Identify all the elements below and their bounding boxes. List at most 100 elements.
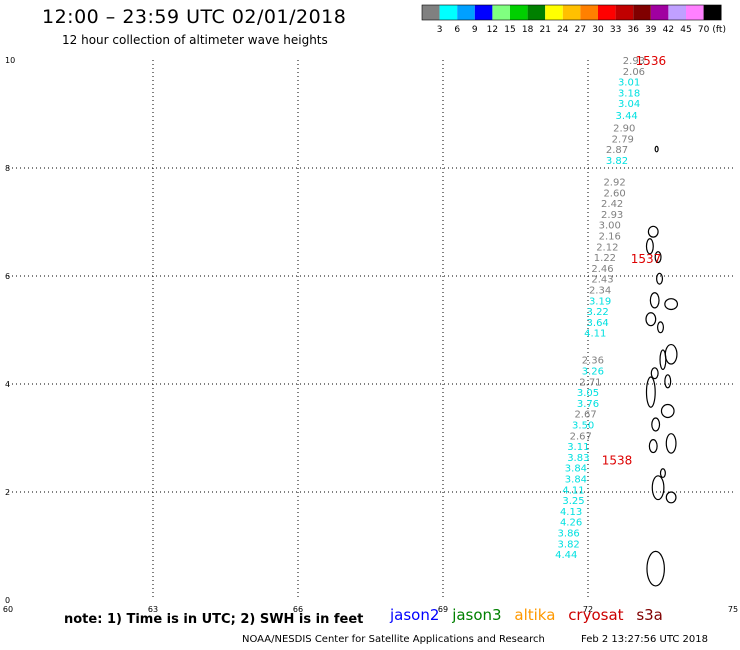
colorbar-swatch: [562, 5, 581, 20]
island-outline: [654, 251, 662, 264]
wave-height-value: 4.13: [560, 507, 582, 518]
island-outline: [665, 433, 677, 454]
island-outline: [645, 312, 657, 327]
wave-height-value: 3.01: [618, 78, 640, 89]
colorbar-swatch: [527, 5, 546, 20]
colorbar-tick-label: 6: [454, 25, 460, 35]
y-tick-label: 6: [5, 272, 10, 281]
colorbar-tick-label: 70: [698, 25, 710, 35]
colorbar-tick-label: 33: [610, 25, 621, 35]
satellite-legend: jason2 jason3 altika cryosat s3a: [390, 606, 671, 624]
colorbar-tick-label: 21: [539, 25, 550, 35]
wave-height-value: 2.42: [601, 199, 623, 210]
y-tick-label: 8: [5, 164, 10, 173]
colorbar-swatch: [633, 5, 651, 20]
footnote: note: 1) Time is in UTC; 2) SWH is in fe…: [64, 612, 364, 627]
wave-height-value: 2.93: [623, 56, 645, 67]
island-outline: [651, 475, 665, 501]
page-title: 12:00 – 23:59 UTC 02/01/2018: [42, 6, 347, 28]
wave-height-value: 3.84: [565, 475, 587, 486]
wave-height-value: 3.22: [587, 307, 609, 318]
wave-height-value: 2.92: [603, 178, 625, 189]
x-tick-label: 75: [728, 605, 738, 614]
x-tick-label: 63: [148, 605, 158, 614]
chart-grid: [8, 60, 733, 600]
wave-height-value: 3.05: [577, 388, 599, 399]
wave-height-value: 4.11: [562, 485, 584, 496]
x-tick-label: 66: [293, 605, 303, 614]
island-outline: [664, 343, 678, 365]
island-outline: [664, 298, 679, 311]
colorbar-swatch: [439, 5, 458, 20]
legend-altika: altika: [514, 606, 556, 624]
colorbar-tick-label: 15: [504, 25, 515, 35]
x-tick-label: 60: [3, 605, 13, 614]
colorbar-tick-label: 45: [680, 25, 691, 35]
colorbar-swatch: [686, 5, 704, 20]
colorbar-swatch: [615, 5, 634, 20]
wave-height-value: 2.67: [570, 431, 592, 442]
pass-time-labels: 1536 1537 1538: [602, 54, 666, 468]
y-tick-label: 2: [5, 488, 10, 497]
wave-height-value: 3.26: [582, 367, 604, 378]
colorbar-tick-label: 27: [575, 25, 586, 35]
axis-tick-labels: 60 63 66 69 72 75 0 2 4 6 8 10: [3, 56, 738, 614]
wave-height-value: 3.25: [562, 496, 584, 507]
island-outline: [659, 349, 667, 371]
island-outline: [646, 550, 665, 587]
colorbar-swatch: [492, 5, 510, 20]
wave-height-value: 3.82: [606, 156, 628, 167]
colorbar-tick-label: 36: [627, 25, 639, 35]
wave-height-value: 2.36: [582, 356, 604, 367]
island-outline: [645, 376, 656, 408]
legend-jason3: jason3: [452, 606, 502, 624]
colorbar-swatch: [598, 5, 616, 20]
island-outline: [649, 292, 660, 309]
x-tick-label: 72: [583, 605, 593, 614]
wave-height-value: 3.04: [618, 99, 640, 110]
y-tick-label: 0: [5, 596, 10, 605]
island-outline: [656, 321, 664, 334]
wave-height-value: 2.34: [589, 286, 611, 297]
wave-height-value: 3.44: [616, 111, 638, 122]
colorbar-swatch: [580, 5, 598, 20]
wave-height-value: 2.43: [591, 275, 613, 286]
colorbar-tick-label: 12: [487, 25, 498, 35]
island-outline: [645, 238, 654, 255]
wave-height-value: 2.93: [601, 210, 623, 221]
wave-height-value: 2.79: [612, 134, 634, 145]
wave-height-value: 3.76: [577, 399, 599, 410]
island-outline: [650, 367, 659, 380]
island-outline: [656, 272, 664, 285]
wave-height-value: 2.87: [606, 145, 628, 156]
colorbar-tick-label: 9: [472, 25, 478, 35]
colorbar-tick-label: 18: [522, 25, 534, 35]
wave-height-value: 3.50: [572, 421, 594, 432]
island-outline: [665, 491, 677, 504]
wave-height-value: 1.22: [594, 253, 616, 264]
colorbar-unit-label: (ft): [712, 25, 726, 35]
wave-height-value: 3.86: [558, 529, 580, 540]
colorbar-swatch: [474, 5, 493, 20]
y-tick-label: 4: [5, 380, 10, 389]
legend-jason2: jason2: [390, 606, 440, 624]
wave-height-value: 4.11: [584, 329, 606, 340]
island-outline: [659, 468, 666, 479]
island-outlines: [645, 145, 679, 587]
colorbar-swatch: [510, 5, 528, 20]
pass-time-label: 1538: [602, 454, 633, 468]
wave-height-value: 2.46: [591, 264, 613, 275]
colorbar-tick-label: 24: [557, 25, 569, 35]
colorbar-swatch: [457, 5, 475, 20]
y-tick-label: 10: [5, 56, 15, 65]
wave-height-value: 3.00: [599, 221, 621, 232]
island-outline: [660, 403, 675, 419]
island-outline: [647, 225, 659, 238]
wave-height-value: 2.90: [613, 124, 635, 135]
legend-s3a: s3a: [636, 606, 663, 624]
wave-height-value: 3.82: [558, 539, 580, 550]
wave-height-value: 4.44: [555, 550, 577, 561]
wave-height-value: 2.12: [596, 242, 618, 253]
generation-timestamp: Feb 2 13:27:56 UTC 2018: [581, 634, 708, 645]
